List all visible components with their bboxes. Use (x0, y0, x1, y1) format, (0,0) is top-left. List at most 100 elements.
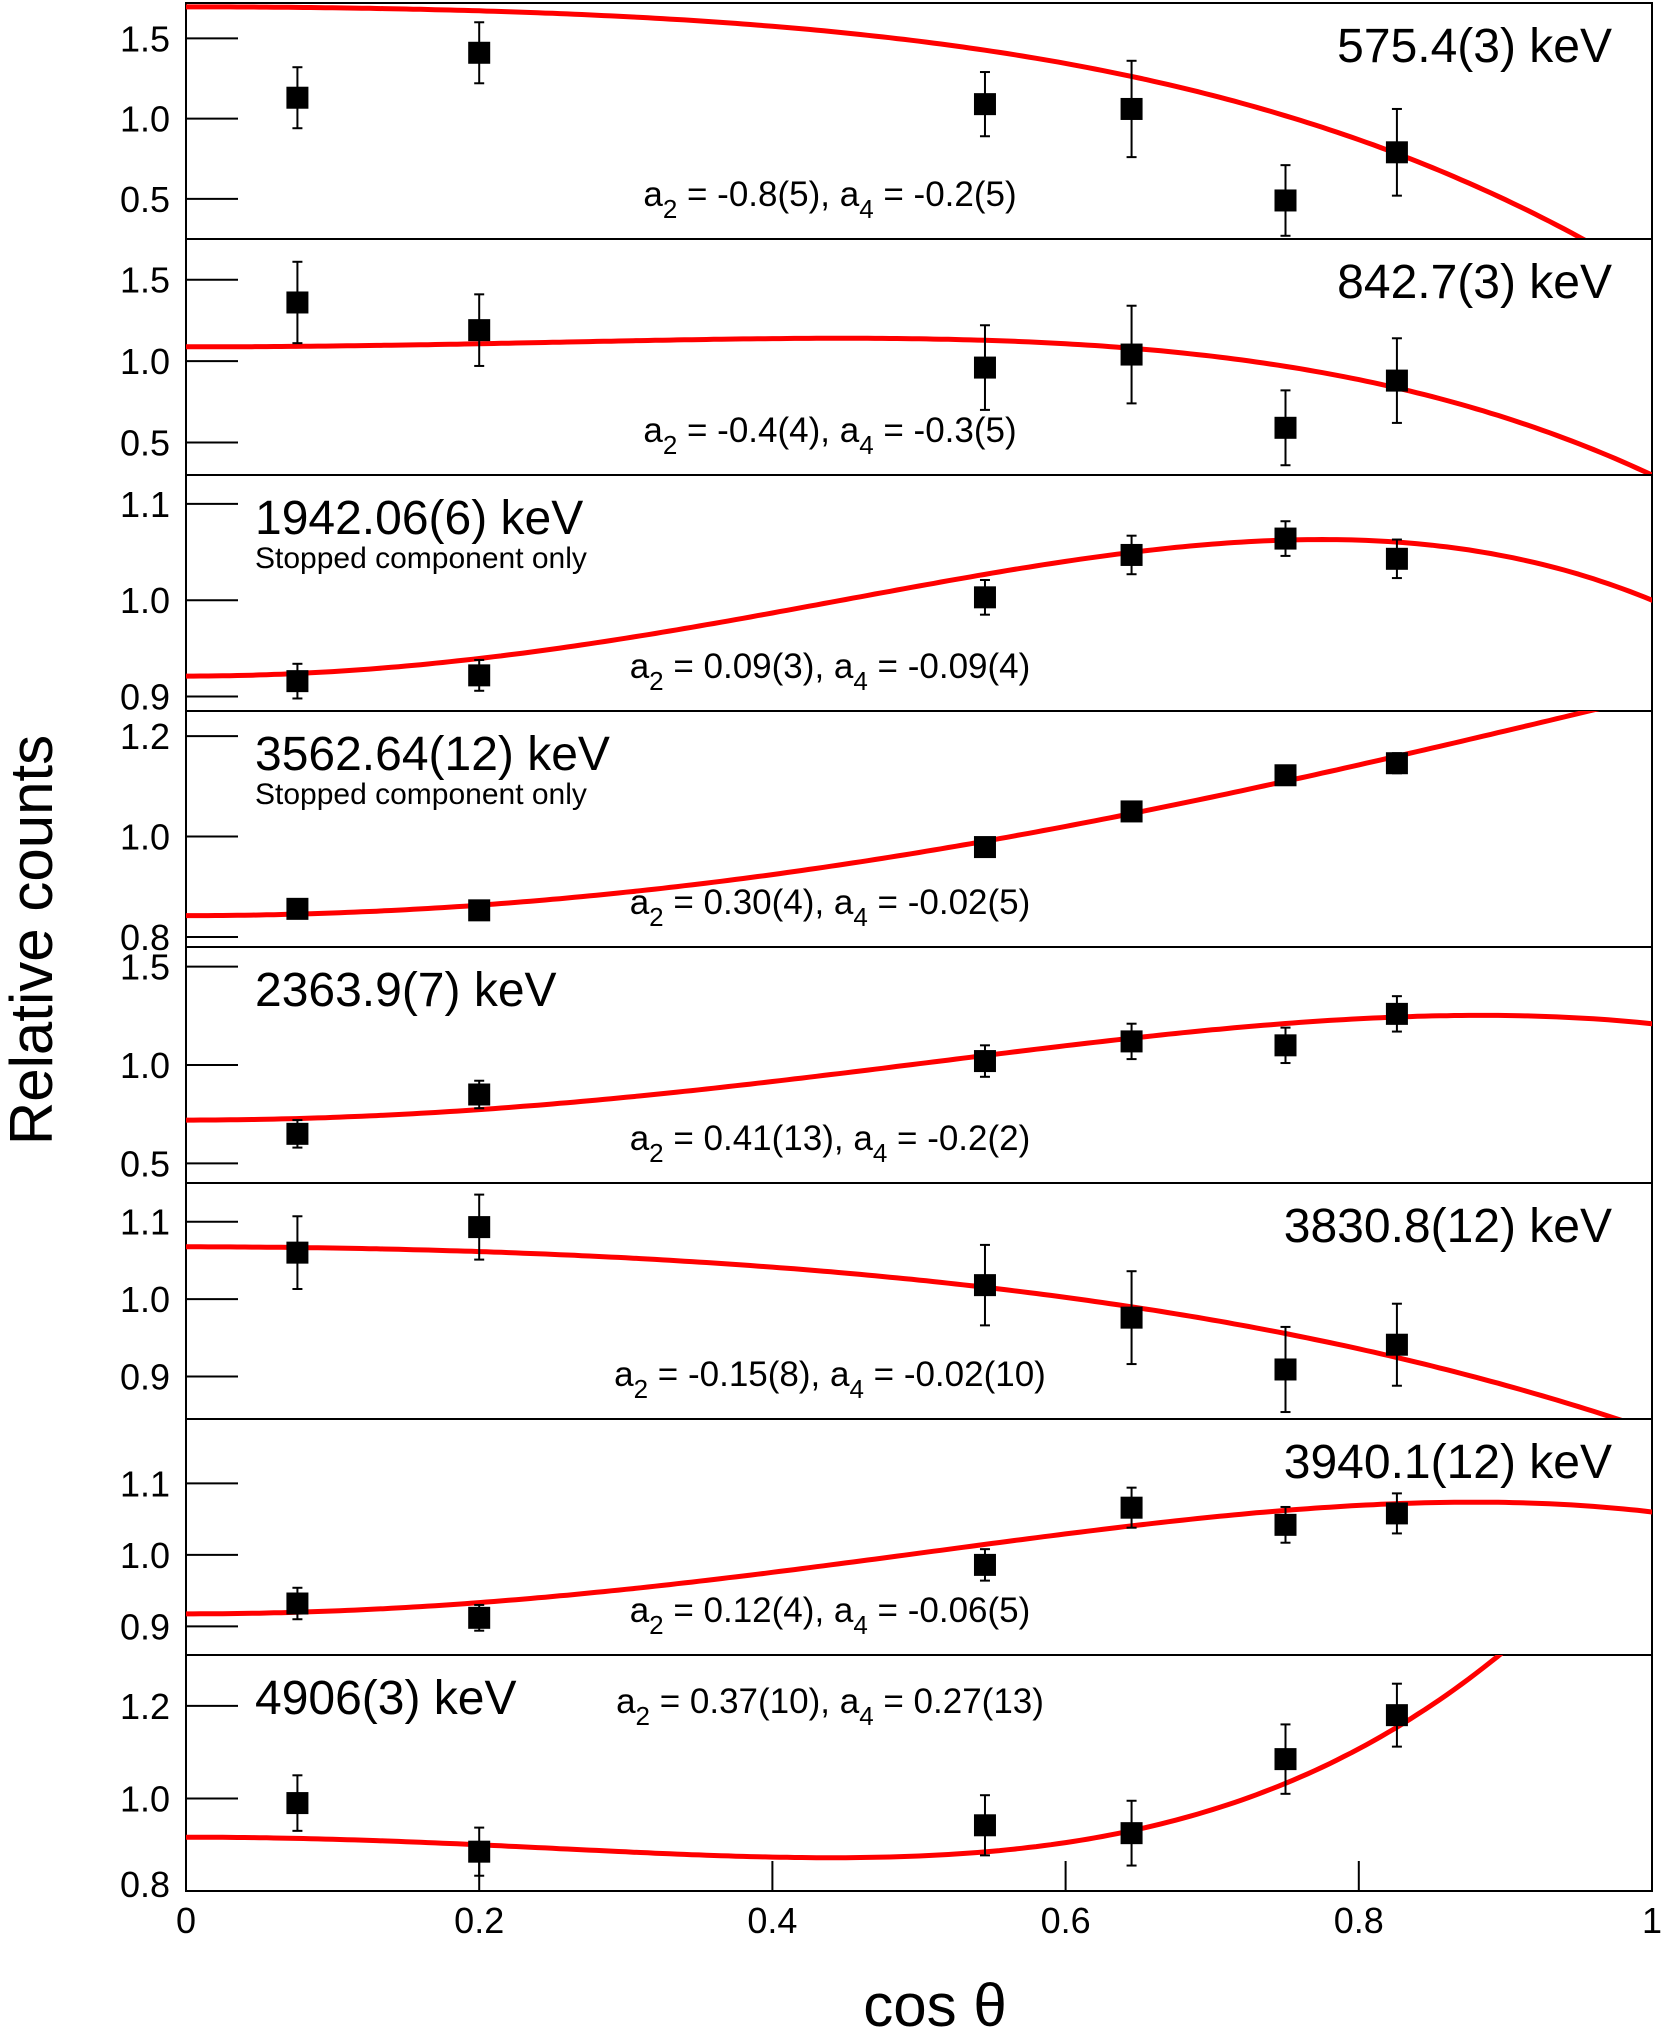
panel-frame (185, 1654, 1653, 1892)
y-tick-label: 0.8 (120, 1864, 170, 1905)
y-tick-label: 1.1 (120, 484, 170, 525)
y-tick-label: 0.9 (120, 677, 170, 718)
data-point (468, 41, 491, 64)
y-tick-label: 1.5 (120, 260, 170, 301)
y-tick-label: 1.0 (120, 1045, 170, 1086)
data-point (1120, 800, 1143, 823)
data-point (286, 1241, 309, 1264)
y-tick-label: 1.0 (120, 1279, 170, 1320)
coefficients-label: a2 = 0.30(4), a4 = -0.02(5) (630, 883, 1031, 932)
panel-2363.9: 0.5 1.0 1.5 2363.9(7) keV a2 = 0.41(13), a4 … (120, 946, 1653, 1184)
panel-3940.1: 0.9 1.0 1.1 3940.1(12) keV a2 = 0.12(4), a4 … (120, 1418, 1653, 1656)
data-point (468, 1840, 491, 1863)
y-tick-label: 1.0 (120, 817, 170, 858)
x-tick-label: 0.4 (747, 1900, 797, 1941)
panels-layer: 0.5 1.0 1.5 575.4(3) keV a2 = -0.8(5), a4 = … (120, 2, 1653, 1905)
data-point (1274, 189, 1297, 212)
energy-sublabel: Stopped component only (255, 778, 587, 811)
data-point (1120, 343, 1143, 366)
y-tick-label: 1.2 (120, 1686, 170, 1727)
data-point (1274, 1748, 1297, 1771)
energy-sublabel: Stopped component only (255, 542, 587, 575)
data-point (1274, 416, 1297, 439)
y-tick-label: 1.0 (120, 1535, 170, 1576)
coefficients-label: a2 = 0.41(13), a4 = -0.2(2) (630, 1119, 1031, 1168)
data-point (468, 1083, 491, 1106)
coefficients-label: a2 = -0.4(4), a4 = -0.3(5) (643, 411, 1016, 460)
data-point (286, 291, 309, 314)
panel-842.7: 0.5 1.0 1.5 842.7(3) keV a2 = -0.4(4), a4 = … (120, 238, 1653, 476)
data-point (1120, 1822, 1143, 1845)
data-point (1385, 1002, 1408, 1025)
data-point (973, 356, 996, 379)
y-tick-label: 1.0 (120, 580, 170, 621)
coefficients-label: a2 = 0.37(10), a4 = 0.27(13) (616, 1682, 1044, 1731)
y-tick-label: 1.0 (120, 1778, 170, 1819)
data-point (1120, 1030, 1143, 1053)
data-point (973, 93, 996, 116)
data-point (1274, 1513, 1297, 1536)
energy-label: 842.7(3) keV (1337, 256, 1612, 309)
data-point (1120, 97, 1143, 120)
y-tick-label: 1.1 (120, 1463, 170, 1504)
data-point (1385, 752, 1408, 775)
x-tick-label: 0.8 (1334, 1900, 1384, 1941)
energy-label: 3562.64(12) keV (255, 728, 610, 781)
y-tick-label: 0.5 (120, 422, 170, 463)
data-point (1385, 1704, 1408, 1727)
fit-curve (186, 537, 1652, 679)
data-point (1385, 547, 1408, 570)
data-point (1274, 527, 1297, 550)
data-point (1120, 1306, 1143, 1329)
coefficients-label: a2 = 0.09(3), a4 = -0.09(4) (630, 647, 1031, 696)
y-tick-label: 0.5 (120, 1143, 170, 1184)
data-point (286, 1592, 309, 1615)
energy-label: 575.4(3) keV (1337, 20, 1612, 73)
data-point (468, 664, 491, 687)
y-axis-label: Relative counts (0, 735, 65, 1145)
data-point (1274, 764, 1297, 787)
y-tick-label: 1.0 (120, 99, 170, 140)
panel-4906: 0.8 1.0 1.2 4906(3) keV a2 = 0.37(10), a4 = … (120, 1654, 1653, 1905)
energy-label: 1942.06(6) keV (255, 492, 583, 545)
data-point (1120, 1496, 1143, 1519)
y-tick-label: 1.1 (120, 1202, 170, 1243)
data-point (468, 1216, 491, 1239)
data-point (973, 586, 996, 609)
fit-curve (186, 335, 1652, 475)
x-tick-label: 0 (176, 1900, 196, 1941)
x-tick-label: 1 (1642, 1900, 1661, 1941)
coefficients-label: a2 = -0.15(8), a4 = -0.02(10) (614, 1355, 1046, 1404)
y-tick-label: 0.5 (120, 179, 170, 220)
y-tick-label: 0.9 (120, 1356, 170, 1397)
data-point (1274, 1034, 1297, 1057)
data-point (1385, 1502, 1408, 1525)
data-point (468, 1606, 491, 1629)
data-point (1120, 543, 1143, 566)
energy-label: 4906(3) keV (255, 1672, 517, 1725)
coefficients-label: a2 = 0.12(4), a4 = -0.06(5) (630, 1591, 1031, 1640)
data-point (973, 836, 996, 859)
x-axis-label: cos θ (863, 1972, 1006, 2033)
fit-curve (186, 1012, 1652, 1123)
data-point (286, 670, 309, 693)
y-tick-label: 1.5 (120, 18, 170, 59)
energy-label: 3940.1(12) keV (1284, 1436, 1612, 1489)
energy-label: 2363.9(7) keV (255, 964, 557, 1017)
data-point (1385, 1333, 1408, 1356)
energy-label: 3830.8(12) keV (1284, 1200, 1612, 1253)
y-tick-label: 1.2 (120, 716, 170, 757)
y-tick-label: 1.0 (120, 341, 170, 382)
y-tick-label: 1.5 (120, 947, 170, 988)
panel-3830.8: 0.9 1.0 1.1 3830.8(12) keV a2 = -0.15(8), a4… (120, 1182, 1653, 1420)
x-tick-label: 0.6 (1041, 1900, 1091, 1941)
data-point (1385, 141, 1408, 164)
data-point (286, 1792, 309, 1815)
data-point (973, 1274, 996, 1297)
data-point (286, 86, 309, 109)
y-tick-label: 0.9 (120, 1606, 170, 1647)
fit-curve (186, 1244, 1626, 1419)
